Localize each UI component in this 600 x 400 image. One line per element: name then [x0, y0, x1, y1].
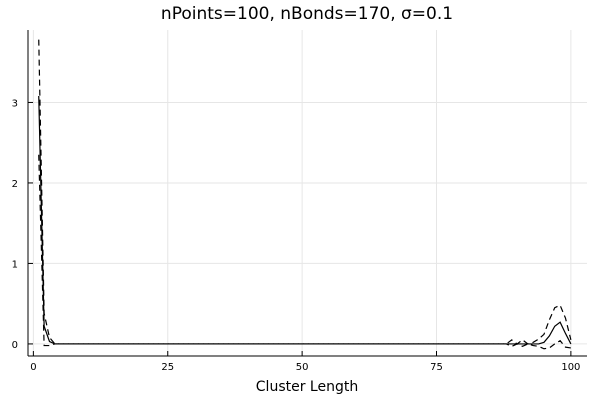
- grid: [28, 30, 587, 356]
- y-tick-label-0: 0: [12, 340, 18, 351]
- y-tick-label-1: 1: [12, 259, 18, 270]
- series-line-0: [38, 95, 572, 345]
- x-axis-label: Cluster Length: [256, 379, 358, 395]
- y-tick-label-2: 2: [12, 179, 18, 190]
- x-tick-label-2: 50: [296, 362, 309, 373]
- y-tick-label-3: 3: [12, 98, 18, 109]
- series-line-2: [38, 154, 571, 350]
- x-tick-label-4: 100: [561, 362, 580, 373]
- ticks: 0 25 50 75 100 0 1 2 3: [12, 98, 581, 373]
- x-tick-label-3: 75: [430, 362, 443, 373]
- series: [38, 39, 572, 350]
- x-tick-label-0: 0: [30, 362, 36, 373]
- series-line-1: [38, 39, 572, 345]
- axes: [27, 30, 587, 357]
- x-tick-label-1: 25: [161, 362, 174, 373]
- chart-title: nPoints=100, nBonds=170, σ=0.1: [161, 4, 453, 24]
